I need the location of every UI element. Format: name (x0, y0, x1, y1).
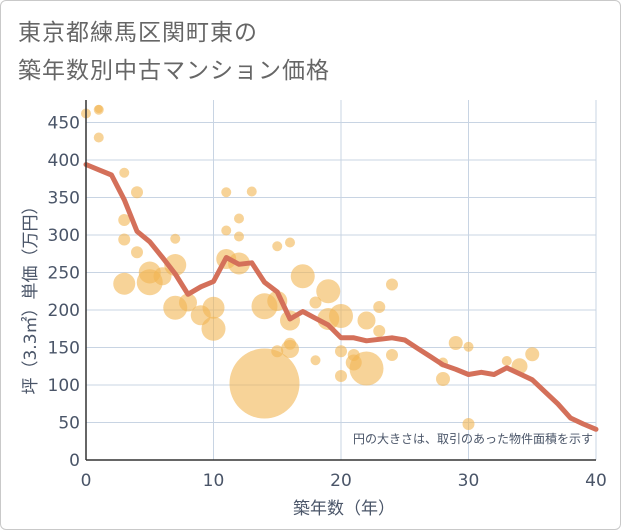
transaction-bubble (93, 132, 104, 143)
transaction-bubble (463, 341, 474, 352)
transaction-bubble (349, 351, 384, 386)
transaction-bubble (246, 186, 257, 197)
axes (85, 100, 596, 461)
transaction-bubble (329, 304, 353, 328)
transaction-bubble (386, 278, 398, 291)
transaction-bubble (373, 301, 386, 313)
bubble-size-note: 円の大きさは、取引のあった物件面積を示す (353, 431, 593, 446)
transaction-bubble (448, 336, 463, 350)
y-tick-label: 150 (48, 339, 80, 359)
transaction-bubble (309, 296, 322, 309)
y-tick-label: 50 (58, 414, 80, 434)
price-trend-line (83, 162, 599, 432)
chart-title: 東京都練馬区関町東の 築年数別中古マンション価格 (18, 14, 330, 90)
transaction-bubble (234, 231, 244, 242)
transaction-bubble (501, 356, 512, 366)
transaction-bubble (179, 293, 197, 312)
transaction-bubble (335, 370, 347, 382)
title-line-2: 築年数別中古マンション価格 (18, 58, 330, 84)
transaction-bubble (229, 348, 300, 419)
y-tick-label: 250 (48, 264, 80, 284)
transaction-bubble (386, 349, 398, 361)
transaction-bubble (118, 214, 131, 226)
y-tick-label: 450 (48, 114, 80, 134)
y-tick-label: 300 (48, 226, 80, 246)
transaction-bubble (436, 372, 450, 386)
transaction-bubble (94, 105, 103, 113)
y-tick-label: 350 (48, 189, 80, 209)
x-tick-label: 30 (458, 471, 480, 491)
transaction-bubble (221, 187, 232, 198)
x-tick-label: 20 (330, 471, 352, 491)
transaction-bubble (525, 347, 540, 362)
transaction-bubble (285, 237, 295, 248)
transaction-bubble (170, 233, 181, 244)
transaction-bubble (271, 345, 284, 358)
y-axis-title: 坪（3.3㎡）単価（万円） (21, 197, 41, 394)
transaction-bubble (113, 272, 136, 295)
x-tick-label: 0 (81, 471, 92, 491)
x-tick-label: 10 (203, 471, 225, 491)
transaction-bubble (357, 311, 376, 330)
y-tick-label: 200 (48, 301, 80, 321)
transaction-bubble (316, 279, 341, 304)
x-axis-title: 築年数（年） (293, 499, 395, 519)
y-tick-label: 0 (69, 451, 80, 471)
transaction-bubble (373, 325, 386, 337)
transaction-bubble (131, 186, 143, 199)
transaction-bubble (462, 418, 475, 430)
transaction-bubble (221, 225, 232, 236)
transaction-bubble (272, 241, 283, 252)
transaction-bubble (290, 264, 315, 289)
y-tick-label: 400 (48, 151, 80, 171)
title-line-1: 東京都練馬区関町東の (18, 20, 258, 46)
transaction-bubble (202, 296, 225, 319)
transaction-bubble (234, 213, 244, 224)
transaction-bubble (335, 345, 347, 358)
transaction-bubble (119, 167, 130, 178)
transaction-bubble (310, 355, 321, 366)
transaction-bubble (118, 233, 131, 246)
transaction-bubble (284, 337, 296, 350)
x-tick-label: 40 (585, 471, 607, 491)
transaction-bubble (201, 316, 226, 341)
bubble-layer (81, 104, 540, 430)
transaction-bubble (131, 246, 143, 259)
y-tick-label: 100 (48, 376, 80, 396)
